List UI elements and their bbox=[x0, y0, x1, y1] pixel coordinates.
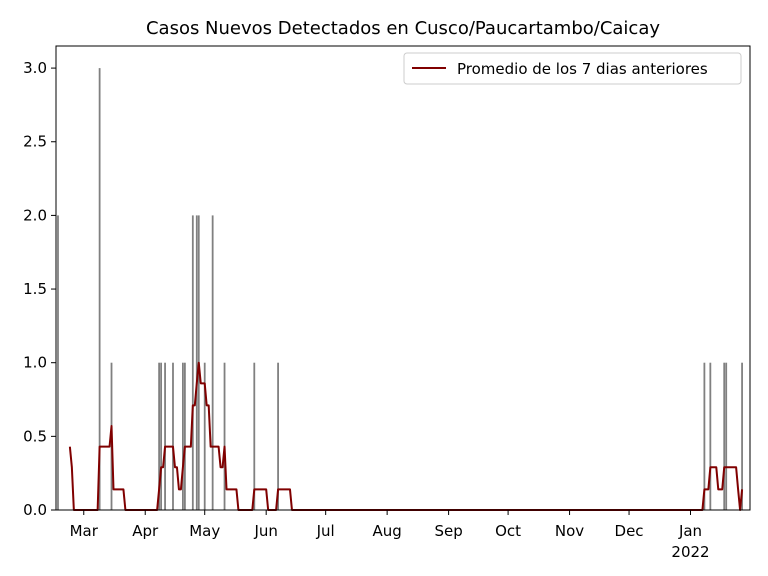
chart-title: Casos Nuevos Detectados en Cusco/Paucart… bbox=[146, 18, 660, 39]
y-tick-label: 2.5 bbox=[23, 133, 47, 151]
case-bar bbox=[164, 362, 166, 510]
case-bar bbox=[158, 362, 161, 510]
case-bar bbox=[703, 362, 706, 510]
y-tick-label: 0.5 bbox=[23, 427, 47, 445]
x-tick-label: Nov bbox=[555, 522, 584, 540]
plot-frame bbox=[55, 45, 751, 511]
case-bar bbox=[741, 362, 743, 510]
case-bar bbox=[182, 362, 184, 510]
bars-layer bbox=[57, 68, 743, 510]
y-axis: 0.0 0.5 1.0 1.5 2.0 2.5 3.0 bbox=[23, 59, 56, 519]
x-tick-label: Jul bbox=[316, 522, 335, 540]
case-bar bbox=[723, 362, 726, 510]
y-tick-label: 2.0 bbox=[23, 206, 47, 224]
average-line bbox=[68, 361, 744, 511]
x-tick-label: Aug bbox=[372, 522, 401, 540]
legend-label: Promedio de los 7 dias anteriores bbox=[457, 60, 708, 78]
legend: Promedio de los 7 dias anteriores bbox=[403, 52, 742, 85]
case-bar bbox=[191, 215, 194, 510]
case-bar bbox=[211, 215, 214, 510]
x-tick-label: Jan bbox=[678, 522, 702, 540]
x-tick-label: Sep bbox=[434, 522, 462, 540]
y-tick-label: 0.0 bbox=[23, 501, 47, 519]
case-bar bbox=[160, 362, 162, 510]
x-tick-label: Dec bbox=[615, 522, 644, 540]
case-bar bbox=[172, 362, 174, 510]
x-tick-label: Jun bbox=[253, 522, 277, 540]
case-bar bbox=[277, 362, 279, 510]
legend-box bbox=[403, 52, 742, 85]
case-bar bbox=[57, 215, 59, 510]
x-tick-label: Mar bbox=[70, 522, 99, 540]
x-axis: Mar Apr May Jun Jul Aug Sep Oct Nov Dec Jan 2022 bbox=[70, 510, 710, 561]
y-tick-label: 1.0 bbox=[23, 354, 47, 372]
y-tick-label: 1.5 bbox=[23, 280, 47, 298]
case-bar bbox=[98, 68, 101, 510]
case-bar bbox=[709, 362, 712, 510]
case-bar bbox=[203, 362, 206, 510]
case-bar bbox=[223, 362, 226, 510]
x-tick-label: Oct bbox=[495, 522, 521, 540]
average-line-layer bbox=[68, 361, 744, 511]
x-tick-label: May bbox=[189, 522, 220, 540]
y-tick-label: 3.0 bbox=[23, 59, 47, 77]
case-bar bbox=[195, 215, 198, 510]
case-bar bbox=[183, 362, 186, 510]
x-tick-year-label: 2022 bbox=[671, 543, 709, 561]
x-tick-label: Apr bbox=[132, 522, 159, 540]
case-bar bbox=[725, 362, 728, 510]
case-bar bbox=[253, 362, 256, 510]
